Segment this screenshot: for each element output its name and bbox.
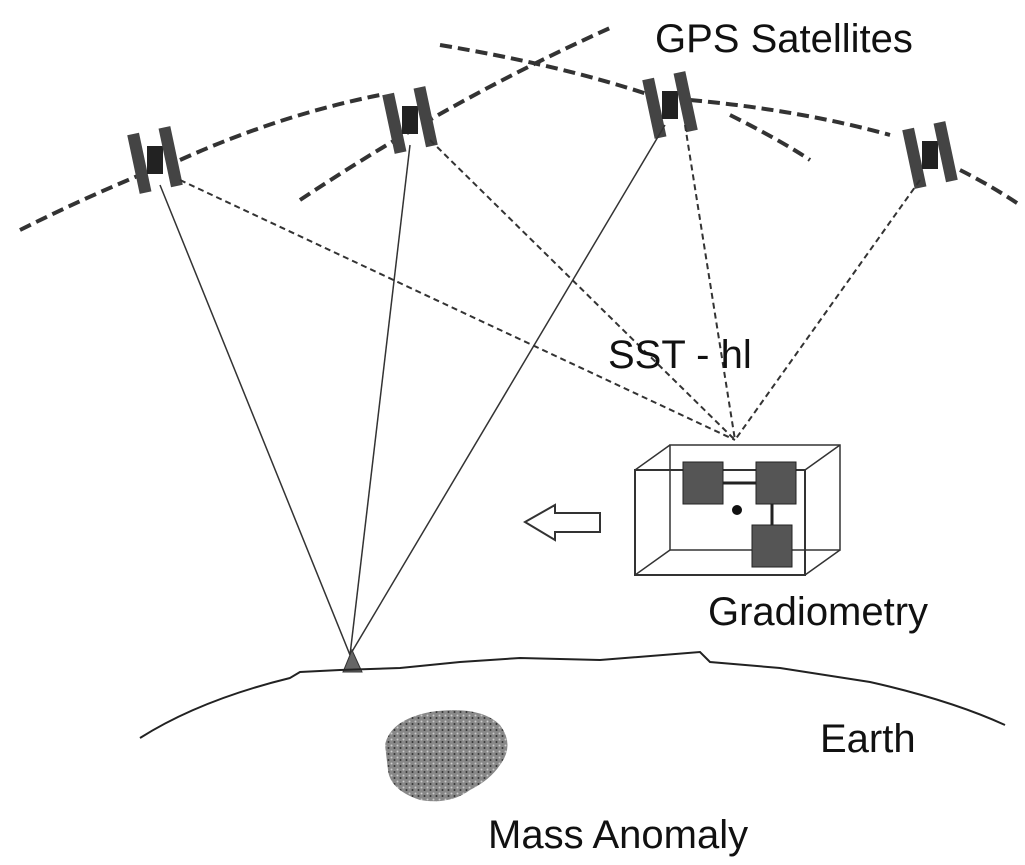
mass-label: Mass Anomaly	[488, 813, 748, 857]
gradiometer	[634, 444, 841, 576]
earth-surface	[139, 650, 1006, 739]
gradiometry-label: Gradiometry	[708, 590, 928, 634]
mass-anomaly	[385, 710, 508, 802]
orbits	[19, 26, 1022, 232]
arrow	[523, 503, 601, 542]
ground-links	[159, 124, 666, 656]
ground-station	[342, 648, 363, 673]
sst-label: SST - hl	[608, 333, 752, 377]
earth-label: Earth	[820, 717, 916, 761]
gps-label: GPS Satellites	[655, 17, 913, 61]
sst-links	[179, 124, 921, 441]
